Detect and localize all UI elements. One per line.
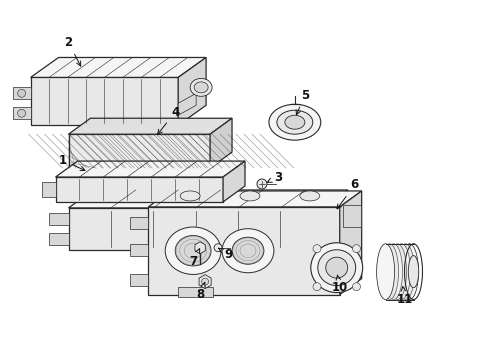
Text: 9: 9	[218, 248, 232, 261]
Ellipse shape	[325, 257, 347, 278]
Text: 8: 8	[196, 282, 205, 301]
Polygon shape	[31, 58, 205, 77]
Polygon shape	[130, 244, 148, 256]
Text: 1: 1	[59, 154, 85, 171]
Polygon shape	[48, 233, 68, 245]
Text: 4: 4	[157, 106, 179, 134]
Circle shape	[352, 283, 360, 291]
Ellipse shape	[388, 244, 406, 300]
Ellipse shape	[180, 191, 200, 201]
Circle shape	[214, 244, 222, 252]
Polygon shape	[210, 118, 232, 168]
Ellipse shape	[194, 82, 208, 93]
Circle shape	[312, 245, 320, 253]
Ellipse shape	[310, 243, 362, 293]
Text: 11: 11	[396, 287, 412, 306]
Ellipse shape	[380, 244, 398, 300]
Polygon shape	[339, 191, 361, 294]
Polygon shape	[68, 118, 232, 134]
Ellipse shape	[190, 78, 212, 96]
Text: 6: 6	[336, 179, 358, 209]
Text: 10: 10	[331, 275, 347, 294]
Polygon shape	[322, 190, 347, 250]
Ellipse shape	[407, 256, 418, 288]
Ellipse shape	[276, 110, 312, 134]
Circle shape	[18, 89, 25, 97]
Ellipse shape	[222, 229, 273, 273]
Ellipse shape	[376, 244, 394, 300]
Ellipse shape	[317, 250, 355, 285]
Polygon shape	[41, 182, 56, 197]
Polygon shape	[68, 134, 210, 168]
Text: 3: 3	[267, 171, 282, 184]
Polygon shape	[130, 274, 148, 285]
Polygon shape	[130, 217, 148, 229]
Ellipse shape	[396, 244, 414, 300]
Circle shape	[256, 179, 266, 189]
Polygon shape	[148, 191, 361, 207]
Circle shape	[352, 245, 360, 253]
Polygon shape	[13, 107, 31, 119]
Text: 7: 7	[189, 249, 199, 268]
Ellipse shape	[240, 191, 260, 201]
Polygon shape	[48, 213, 68, 225]
Ellipse shape	[400, 244, 418, 300]
Polygon shape	[56, 161, 244, 177]
Polygon shape	[56, 177, 223, 202]
Polygon shape	[342, 205, 360, 227]
Polygon shape	[13, 87, 31, 99]
Polygon shape	[178, 93, 196, 115]
Circle shape	[201, 278, 208, 285]
Polygon shape	[68, 208, 322, 250]
Ellipse shape	[285, 115, 304, 129]
Ellipse shape	[165, 227, 221, 274]
Ellipse shape	[175, 235, 211, 266]
Circle shape	[312, 283, 320, 291]
Ellipse shape	[384, 244, 402, 300]
Ellipse shape	[392, 244, 410, 300]
Polygon shape	[178, 287, 213, 297]
Polygon shape	[31, 77, 178, 125]
Ellipse shape	[232, 237, 264, 264]
Polygon shape	[223, 161, 244, 202]
Circle shape	[18, 109, 25, 117]
Polygon shape	[178, 58, 205, 125]
Polygon shape	[148, 207, 339, 294]
Ellipse shape	[299, 191, 319, 201]
Ellipse shape	[268, 104, 320, 140]
Polygon shape	[68, 190, 347, 208]
Text: 2: 2	[64, 36, 81, 66]
Text: 5: 5	[296, 89, 308, 115]
